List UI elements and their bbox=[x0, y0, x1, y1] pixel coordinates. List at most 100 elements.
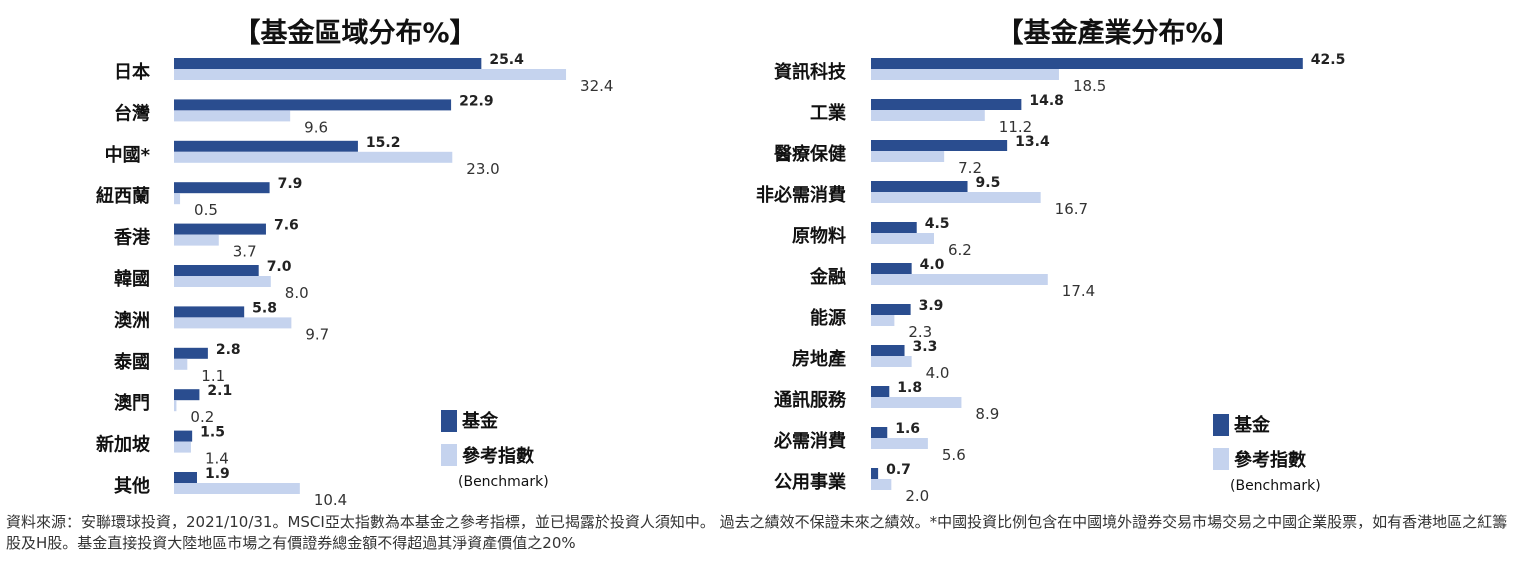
benchmark-value-label: 0.5 bbox=[194, 201, 218, 219]
region-chart-title: 【基金區域分布%】 bbox=[233, 17, 476, 49]
benchmark-value-label: 10.4 bbox=[314, 491, 347, 509]
benchmark-bar bbox=[871, 192, 1041, 203]
benchmark-value-label: 2.3 bbox=[908, 323, 932, 341]
benchmark-bar bbox=[174, 317, 292, 329]
benchmark-value-label: 23.0 bbox=[466, 160, 499, 178]
fund-bar bbox=[871, 304, 911, 315]
fund-value-label: 4.0 bbox=[920, 257, 945, 273]
category-label: 其他 bbox=[114, 475, 150, 497]
industry-distribution-chart: 【基金產業分布%】 資訊科技工業醫療保健非必需消費原物料金融能源房地產通訊服務必… bbox=[756, 17, 1345, 505]
legend-benchmark-label: 參考指數 bbox=[462, 445, 534, 467]
legend-fund-swatch bbox=[1213, 414, 1229, 436]
category-label: 韓國 bbox=[114, 268, 150, 290]
category-label: 原物料 bbox=[792, 225, 846, 247]
fund-bar bbox=[871, 181, 968, 192]
fund-bar bbox=[871, 99, 1022, 110]
legend-fund-label: 基金 bbox=[1233, 414, 1271, 436]
benchmark-value-label: 3.7 bbox=[233, 243, 257, 261]
industry-chart-title: 【基金產業分布%】 bbox=[996, 17, 1239, 49]
benchmark-bar bbox=[871, 438, 928, 449]
category-label: 日本 bbox=[114, 61, 150, 83]
fund-value-label: 1.6 bbox=[895, 421, 920, 437]
benchmark-value-label: 8.0 bbox=[285, 284, 309, 302]
fund-value-label: 5.8 bbox=[252, 300, 277, 316]
legend-fund-swatch bbox=[441, 410, 457, 432]
legend-fund-label: 基金 bbox=[461, 410, 499, 432]
fund-value-label: 4.5 bbox=[925, 216, 950, 232]
benchmark-bar bbox=[174, 234, 219, 246]
benchmark-bar bbox=[871, 356, 912, 367]
fund-bar bbox=[174, 140, 358, 152]
benchmark-bar bbox=[174, 151, 453, 163]
footnote: 資料來源：安聯環球投資，2021/10/31。MSCI亞太指數為本基金之參考指標… bbox=[6, 513, 1508, 552]
benchmark-bar bbox=[871, 315, 895, 326]
benchmark-bar bbox=[871, 233, 934, 244]
fund-value-label: 7.9 bbox=[278, 176, 303, 192]
category-label: 澳洲 bbox=[114, 309, 150, 331]
fund-value-label: 3.3 bbox=[913, 339, 938, 355]
benchmark-value-label: 9.7 bbox=[305, 325, 329, 343]
benchmark-bar bbox=[174, 193, 181, 205]
category-label: 非必需消費 bbox=[756, 184, 846, 206]
fund-bar bbox=[174, 430, 193, 442]
category-label: 資訊科技 bbox=[774, 61, 847, 83]
legend-benchmark-sublabel: (Benchmark) bbox=[1230, 478, 1321, 494]
category-label: 台灣 bbox=[114, 102, 150, 124]
legend-benchmark-swatch bbox=[1213, 448, 1229, 470]
benchmark-bar bbox=[871, 69, 1059, 80]
benchmark-value-label: 1.4 bbox=[205, 450, 229, 468]
fund-value-label: 2.1 bbox=[207, 383, 232, 399]
category-label: 新加坡 bbox=[96, 434, 151, 456]
category-label: 中國* bbox=[105, 144, 151, 166]
fund-bar bbox=[174, 58, 482, 69]
category-label: 泰國 bbox=[113, 351, 150, 373]
fund-bar bbox=[174, 182, 270, 194]
fund-bar bbox=[174, 306, 245, 318]
fund-value-label: 22.9 bbox=[459, 93, 494, 109]
fund-value-label: 1.5 bbox=[200, 425, 225, 441]
region-legend: 基金 參考指數 (Benchmark) bbox=[441, 410, 549, 490]
fund-value-label: 14.8 bbox=[1029, 93, 1064, 109]
fund-bar bbox=[871, 140, 1008, 151]
fund-bar bbox=[174, 223, 266, 235]
benchmark-bar bbox=[871, 397, 962, 408]
category-label: 工業 bbox=[810, 102, 847, 124]
benchmark-value-label: 17.4 bbox=[1062, 282, 1095, 300]
fund-bar bbox=[174, 389, 200, 401]
benchmark-value-label: 1.1 bbox=[201, 367, 225, 385]
legend-benchmark-label: 參考指數 bbox=[1234, 449, 1306, 471]
benchmark-value-label: 8.9 bbox=[975, 405, 999, 423]
benchmark-bar bbox=[871, 479, 892, 490]
fund-value-label: 2.8 bbox=[216, 342, 241, 358]
benchmark-value-label: 4.0 bbox=[926, 364, 950, 382]
category-label: 金融 bbox=[809, 266, 846, 288]
benchmark-bar bbox=[174, 441, 191, 453]
category-label: 房地產 bbox=[792, 348, 846, 370]
fund-value-label: 9.5 bbox=[976, 175, 1001, 191]
fund-value-label: 7.0 bbox=[267, 259, 292, 275]
category-label: 香港 bbox=[113, 228, 151, 249]
fund-value-label: 42.5 bbox=[1311, 52, 1346, 68]
fund-bar bbox=[174, 472, 197, 483]
fund-bar bbox=[871, 468, 879, 479]
benchmark-bar bbox=[871, 274, 1048, 285]
benchmark-bar bbox=[871, 110, 985, 121]
benchmark-value-label: 2.0 bbox=[905, 487, 929, 505]
industry-legend: 基金 參考指數 (Benchmark) bbox=[1213, 414, 1321, 494]
fund-value-label: 1.8 bbox=[897, 380, 922, 396]
benchmark-value-label: 16.7 bbox=[1055, 200, 1088, 218]
fund-bar bbox=[871, 386, 890, 397]
fund-value-label: 15.2 bbox=[366, 135, 401, 151]
fund-value-label: 0.7 bbox=[886, 462, 911, 478]
fund-bar bbox=[871, 263, 912, 274]
category-label: 紐西蘭 bbox=[96, 185, 150, 207]
fund-bar bbox=[174, 265, 259, 276]
benchmark-bar bbox=[174, 110, 291, 122]
benchmark-value-label: 5.6 bbox=[942, 446, 966, 464]
benchmark-value-label: 32.4 bbox=[580, 77, 613, 95]
benchmark-value-label: 18.5 bbox=[1073, 77, 1106, 95]
benchmark-bar bbox=[174, 276, 271, 287]
fund-value-label: 1.9 bbox=[205, 466, 230, 482]
benchmark-bar bbox=[174, 358, 188, 370]
benchmark-value-label: 0.2 bbox=[190, 408, 214, 426]
